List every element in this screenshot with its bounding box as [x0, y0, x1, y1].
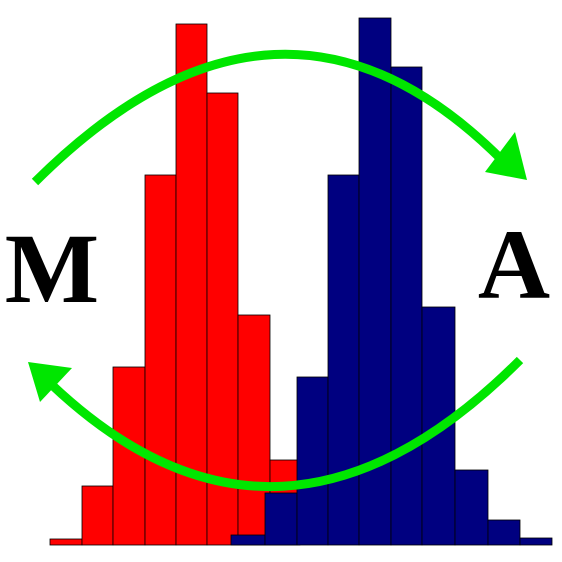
arrows — [31, 49, 524, 492]
letter-a: A — [478, 209, 550, 320]
bar — [390, 66, 423, 546]
bar — [49, 538, 83, 546]
bar — [206, 92, 239, 546]
bar — [327, 174, 360, 546]
bar — [175, 23, 208, 546]
bottom-arc — [48, 356, 524, 492]
bar — [144, 174, 177, 546]
bar — [264, 492, 298, 546]
arrowhead-right — [485, 132, 527, 180]
bar — [81, 485, 114, 546]
bar — [230, 534, 266, 546]
arrowhead-left — [28, 362, 72, 402]
bar — [112, 366, 146, 546]
top-arc — [31, 49, 506, 186]
bar — [296, 376, 329, 546]
histograms — [49, 17, 553, 546]
bar — [487, 519, 521, 546]
bar — [519, 537, 553, 546]
letter-m: M — [5, 213, 99, 324]
bar — [454, 469, 489, 546]
